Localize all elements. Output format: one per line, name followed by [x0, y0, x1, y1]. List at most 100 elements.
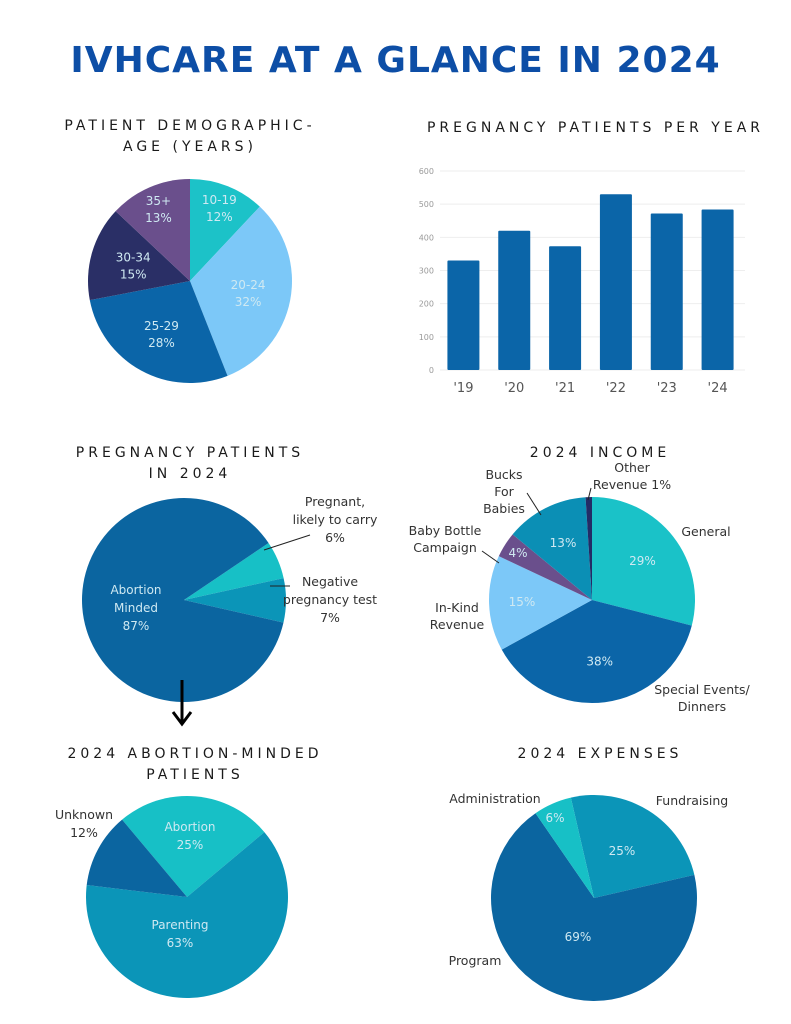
down-arrow-icon [171, 711, 193, 727]
bar-22 [599, 194, 632, 370]
age-slice-20-24 [190, 206, 292, 376]
abortion-minded-label-line-1: Abortion [110, 583, 161, 597]
pregnancy-slice-pregnant-likely-to-carry [184, 542, 284, 600]
y-tick-100: 100 [419, 333, 434, 342]
x-tick-23: '23 [657, 381, 677, 396]
expenses-label-administration: Administration [449, 791, 540, 806]
pregnant-label-line-3: 6% [325, 530, 345, 545]
negative-label-line-2: pregnancy test [283, 592, 377, 607]
income-value-1: 29% [629, 554, 656, 568]
expenses-slice-administration [535, 797, 594, 898]
am-value-2: 63% [167, 936, 194, 950]
page-title: IVHCARE AT A GLANCE IN 2024 [70, 40, 721, 81]
income-value-2: 38% [586, 654, 613, 668]
abortion-minded-slice-unknown [86, 819, 187, 897]
income-chart-title: 2024 INCOME [529, 445, 671, 461]
y-tick-600: 600 [419, 167, 434, 176]
abortion-minded-label-line-2: Minded [114, 601, 158, 615]
income-label-other-revenue-line-2: Revenue 1% [593, 477, 671, 492]
bar-24 [701, 209, 734, 370]
age-value-3: 28% [148, 336, 175, 350]
age-title-line-2: AGE (YEARS) [123, 139, 257, 155]
income-slice-general [592, 497, 695, 626]
pregnancy-title-line-1: PREGNANCY PATIENTS [75, 445, 305, 461]
age-label-4: 30-34 [116, 250, 151, 264]
leader-line-other [587, 487, 592, 501]
income-label-in-kind-line-2: Revenue [430, 617, 485, 632]
age-slice-35- [115, 179, 190, 281]
income-label-bucks-for-babies-line-3: Babies [483, 501, 525, 516]
am-label-2: Parenting [152, 918, 209, 932]
income-slice-bucks-for-babies [512, 497, 592, 600]
expenses-chart-title: 2024 EXPENSES [517, 746, 683, 762]
age-title-line-1: PATIENT DEMOGRAPHIC- [64, 118, 316, 134]
x-tick-21: '21 [555, 381, 575, 396]
expenses-value-2: 69% [565, 930, 592, 944]
pregnancy-title-line-2: IN 2024 [148, 466, 232, 482]
y-tick-300: 300 [419, 267, 434, 276]
negative-label-line-1: Negative [302, 574, 358, 589]
age-value-5: 13% [145, 211, 172, 225]
abortion-minded-slice-abortion [122, 796, 265, 897]
per-year-chart-title: PREGNANCY PATIENTS PER YEAR [426, 120, 764, 136]
income-label-baby-bottle-line-1: Baby Bottle [409, 523, 482, 538]
bar-19 [447, 260, 480, 370]
y-tick-500: 500 [419, 200, 434, 209]
age-value-4: 15% [120, 267, 147, 281]
income-slice-in-kind-revenue [489, 556, 592, 650]
income-slice-special-events-dinners [501, 600, 692, 703]
y-tick-0: 0 [429, 366, 434, 375]
pregnancy-slice-abortion-minded [82, 498, 284, 703]
age-slice-25-29 [89, 281, 228, 383]
pregnant-label-line-2: likely to carry [293, 512, 378, 527]
income-label-in-kind-line-1: In-Kind [435, 600, 479, 615]
expenses-slice-fundraising [570, 795, 695, 898]
age-value-1: 12% [206, 210, 233, 224]
age-slice-10-19 [190, 179, 260, 281]
abortion-minded-slice-parenting [85, 832, 289, 998]
am-label-1: Abortion [164, 820, 215, 834]
age-label-3: 25-29 [144, 319, 179, 333]
income-value-3: 15% [509, 595, 536, 609]
income-label-special-events-line-2: Dinners [678, 699, 726, 714]
income-label-special-events-line-1: Special Events/ [654, 682, 750, 697]
age-label-1: 10-19 [202, 193, 237, 207]
income-slice-baby-bottle-campaign [498, 534, 592, 600]
am-value-1: 25% [177, 838, 204, 852]
expenses-value-1: 25% [609, 844, 636, 858]
age-value-2: 32% [235, 295, 262, 309]
am-value-unknown: 12% [70, 825, 98, 840]
expenses-slice-program [491, 813, 697, 1001]
expenses-label-fundraising: Fundraising [656, 793, 728, 808]
leader-line-bottle [481, 550, 500, 564]
leader-line-bucks [526, 492, 542, 516]
x-tick-24: '24 [708, 381, 728, 396]
income-slice-other-revenue [585, 497, 592, 600]
income-value-5: 13% [550, 536, 577, 550]
leader-line-pregnant [263, 534, 311, 551]
bar-23 [650, 213, 683, 370]
age-label-2: 20-24 [231, 278, 266, 292]
abortion-minded-title-line-1: 2024 ABORTION-MINDED [67, 746, 323, 762]
income-label-bucks-for-babies-line-2: For [494, 484, 514, 499]
negative-label-line-3: 7% [320, 610, 340, 625]
income-value-4: 4% [509, 546, 528, 560]
income-label-baby-bottle-line-2: Campaign [413, 540, 477, 555]
expenses-label-program: Program [449, 953, 502, 968]
income-label-bucks-for-babies-line-1: Bucks [485, 467, 522, 482]
am-label-unknown: Unknown [55, 807, 113, 822]
pregnancy-2024-title: PREGNANCY PATIENTS IN 2024 [40, 443, 340, 485]
y-tick-400: 400 [419, 233, 434, 242]
age-slice-30-34 [88, 211, 190, 301]
x-tick-22: '22 [606, 381, 626, 396]
abortion-minded-title: 2024 ABORTION-MINDED PATIENTS [40, 744, 350, 786]
age-chart-title: PATIENT DEMOGRAPHIC- AGE (YEARS) [40, 116, 340, 158]
expenses-value-3: 6% [545, 811, 564, 825]
bar-21 [549, 246, 582, 370]
x-tick-20: '20 [504, 381, 524, 396]
pregnancy-slice-negative-pregnancy-test [184, 578, 286, 623]
income-label-general-line-1: General [681, 524, 730, 539]
abortion-minded-title-line-2: PATIENTS [146, 767, 244, 783]
pregnant-label-line-1: Pregnant, [305, 494, 365, 509]
age-label-5: 35+ [146, 194, 171, 208]
